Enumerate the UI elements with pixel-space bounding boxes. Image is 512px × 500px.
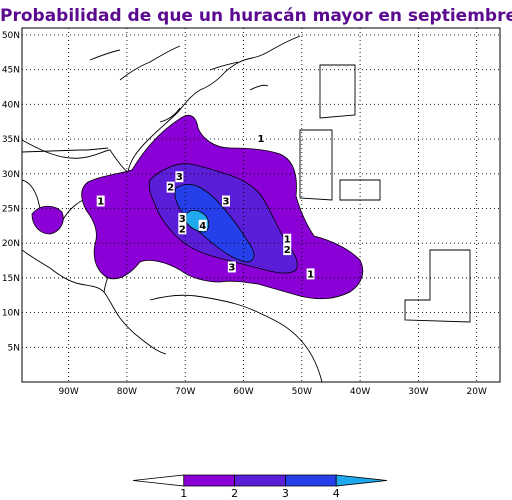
contour-label-box xyxy=(222,195,231,207)
contour-label: 1 xyxy=(258,134,265,145)
contour-label: 1 xyxy=(284,235,291,246)
contour-label: 3 xyxy=(179,214,186,225)
contour-label-box xyxy=(283,233,292,245)
region-outline xyxy=(22,64,471,323)
contour-label-box xyxy=(306,268,315,280)
colorbar-segment xyxy=(285,474,337,487)
y-tick-label: 35N xyxy=(2,135,20,145)
coastline-south-america xyxy=(149,294,323,382)
contour-level-1-gulf xyxy=(31,205,64,235)
colorbar-segment xyxy=(132,474,185,487)
x-tick-label: 50W xyxy=(292,387,312,397)
x-tick-label: 80W xyxy=(117,387,137,397)
contour-label: 4 xyxy=(199,221,206,232)
colorbar-segment xyxy=(183,474,235,487)
y-tick-label: 25N xyxy=(2,204,20,214)
map-title: Probabilidad de que un huracán mayor en … xyxy=(0,6,512,26)
contour-label-box xyxy=(227,261,236,273)
colorbar-label: 3 xyxy=(282,487,289,500)
y-tick-label: 30N xyxy=(2,170,20,180)
probability-field xyxy=(31,114,364,300)
colorbar-segment xyxy=(335,474,388,487)
colorbar-label: 2 xyxy=(231,487,238,500)
y-tick-label: 50N xyxy=(2,31,20,41)
contour-label: 2 xyxy=(179,224,186,235)
y-tick-label: 40N xyxy=(2,100,20,110)
x-tick-label: 40W xyxy=(350,387,370,397)
x-tick-label: 70W xyxy=(175,387,195,397)
contour-label-box xyxy=(283,244,292,256)
x-axis-tick-labels: 90W 80W 70W 60W 50W 40W 30W 20W xyxy=(58,387,487,397)
colorbar-label: 4 xyxy=(333,487,340,500)
y-tick-label: 15N xyxy=(2,274,20,284)
coastline-north-america xyxy=(22,35,301,173)
x-tick-label: 90W xyxy=(58,387,78,397)
contour-label: 3 xyxy=(223,197,230,208)
contour-label: 3 xyxy=(228,262,235,273)
y-axis-tick-labels: 5N 10N 15N 20N 25N 30N 35N 40N 45N 50N xyxy=(2,31,20,353)
contour-label-box xyxy=(178,223,187,235)
contour-label: 2 xyxy=(167,183,174,194)
contour-label: 2 xyxy=(284,245,291,256)
contour-label-box xyxy=(257,133,265,145)
contour-label: 1 xyxy=(307,269,314,280)
contour-label-box xyxy=(178,212,187,224)
colorbar: 1 2 3 4 xyxy=(132,474,388,500)
contour-label-box xyxy=(96,195,105,207)
contour-label-box xyxy=(166,181,175,193)
x-tick-label: 60W xyxy=(233,387,253,397)
colorbar-label: 1 xyxy=(180,487,187,500)
x-tick-label: 20W xyxy=(467,387,487,397)
y-tick-label: 45N xyxy=(2,66,20,76)
y-tick-label: 10N xyxy=(2,309,20,319)
contour-label: 3 xyxy=(176,172,183,183)
y-tick-label: 5N xyxy=(8,343,20,353)
contour-label-box xyxy=(175,171,184,183)
contour-label-box xyxy=(198,219,207,231)
colorbar-segment xyxy=(234,474,286,487)
grid-lines xyxy=(22,28,500,382)
y-tick-label: 20N xyxy=(2,239,20,249)
contour-label: 1 xyxy=(97,197,104,208)
x-tick-label: 30W xyxy=(408,387,428,397)
